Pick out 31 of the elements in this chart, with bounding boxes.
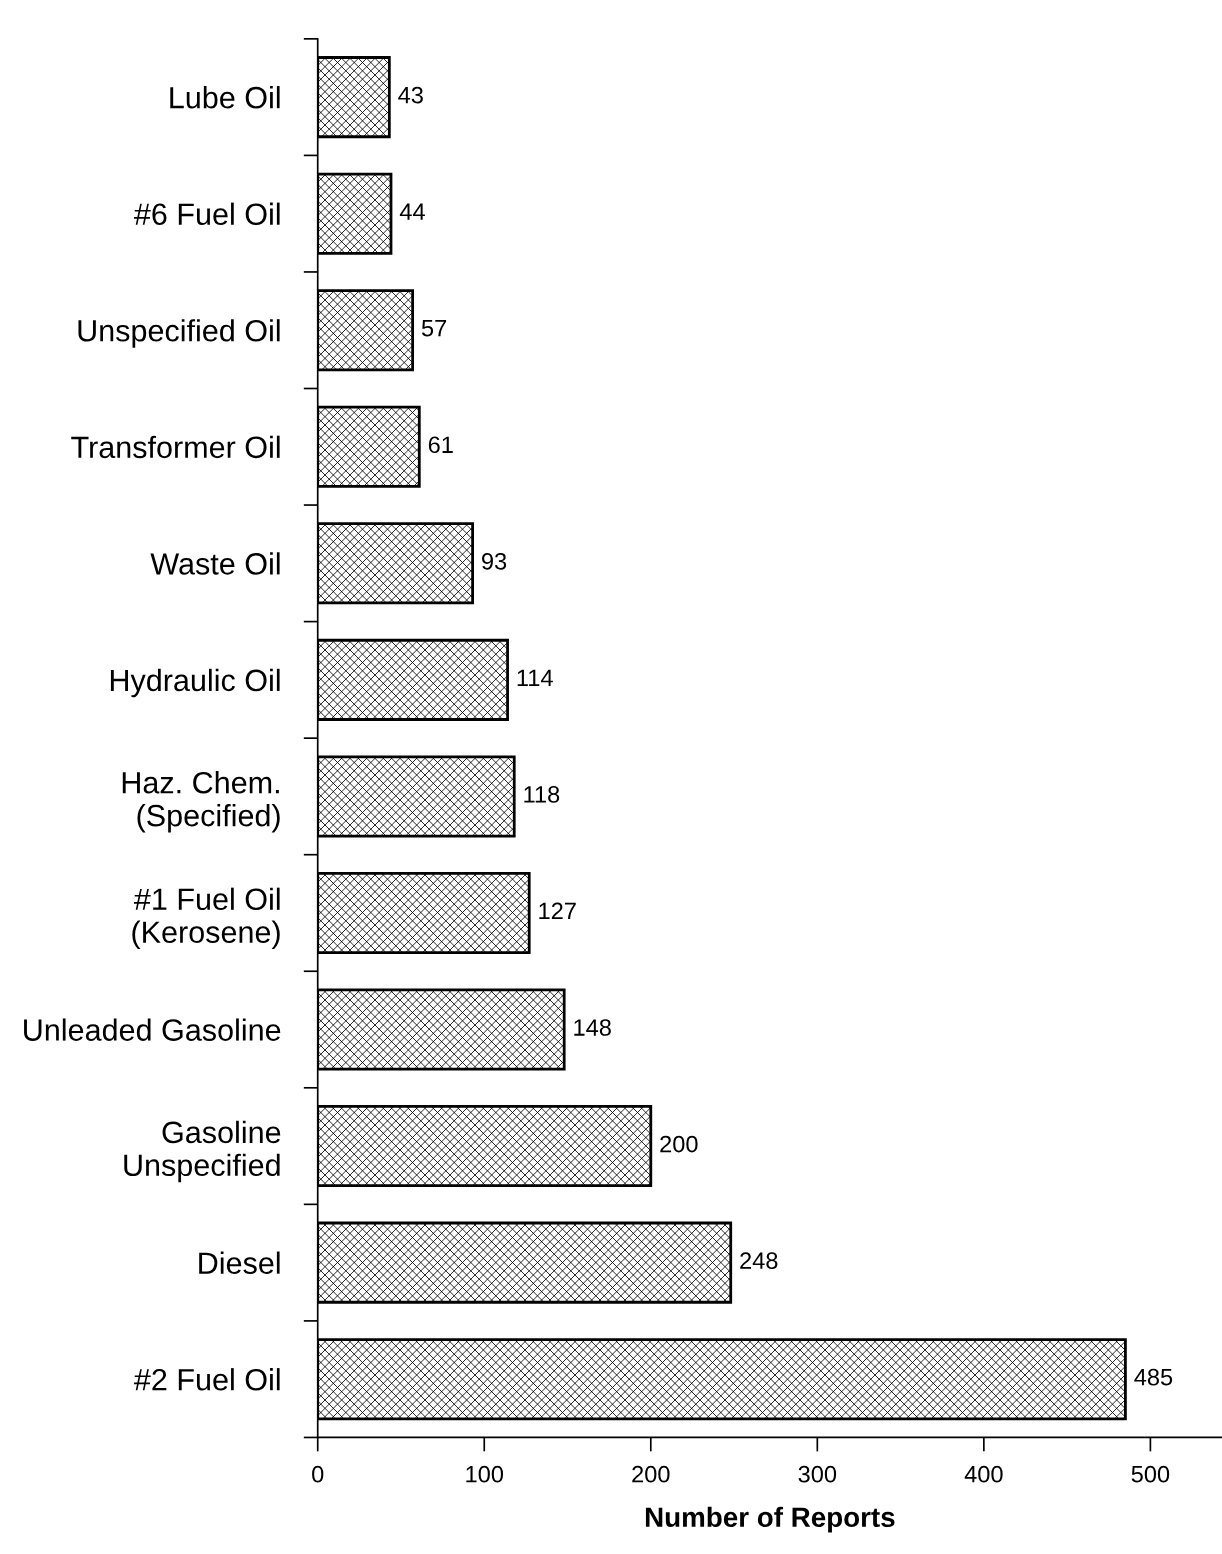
- x-tick-label: 500: [1131, 1465, 1170, 1483]
- data-label: 43: [398, 86, 423, 104]
- data-label: 57: [421, 320, 447, 337]
- y-tick-label: Waste Oil: [150, 552, 280, 575]
- data-label: 44: [399, 203, 425, 220]
- data-label: 148: [574, 1019, 611, 1036]
- y-tick-label: Hydraulic Oil: [110, 668, 280, 698]
- y-tick-label: #2 Fuel Oil: [134, 1368, 280, 1391]
- y-tick-label: Haz. Chem. (Specified): [122, 771, 280, 833]
- x-tick-label: 0: [312, 1465, 324, 1483]
- x-tick-label: 300: [798, 1465, 837, 1483]
- y-tick-label: Diesel: [199, 1251, 280, 1274]
- data-label: 61: [428, 436, 453, 454]
- data-label: 114: [517, 669, 553, 686]
- x-axis-title: Number of Reports: [645, 1506, 895, 1533]
- y-tick-label: Gasoline Unspecified: [124, 1120, 281, 1183]
- data-label: 485: [1134, 1368, 1173, 1386]
- x-tick-label: 400: [964, 1465, 1003, 1483]
- data-label: 248: [740, 1252, 778, 1269]
- data-label: 118: [524, 786, 560, 803]
- y-tick-label: Lube Oil: [170, 86, 280, 109]
- y-tick-label: #6 Fuel Oil: [134, 202, 280, 226]
- x-tick-label: 200: [632, 1465, 670, 1483]
- y-tick-label: Unleaded Gasoline: [24, 1018, 281, 1041]
- data-label: 93: [482, 552, 507, 570]
- y-tick-label: Unspecified Oil: [78, 319, 280, 348]
- x-tick-label: 100: [466, 1465, 504, 1483]
- data-label: 200: [660, 1135, 698, 1153]
- y-tick-label: Transformer Oil: [71, 435, 280, 459]
- y-tick-label: #1 Fuel Oil (Kerosene): [132, 887, 280, 950]
- data-label: 127: [539, 902, 576, 920]
